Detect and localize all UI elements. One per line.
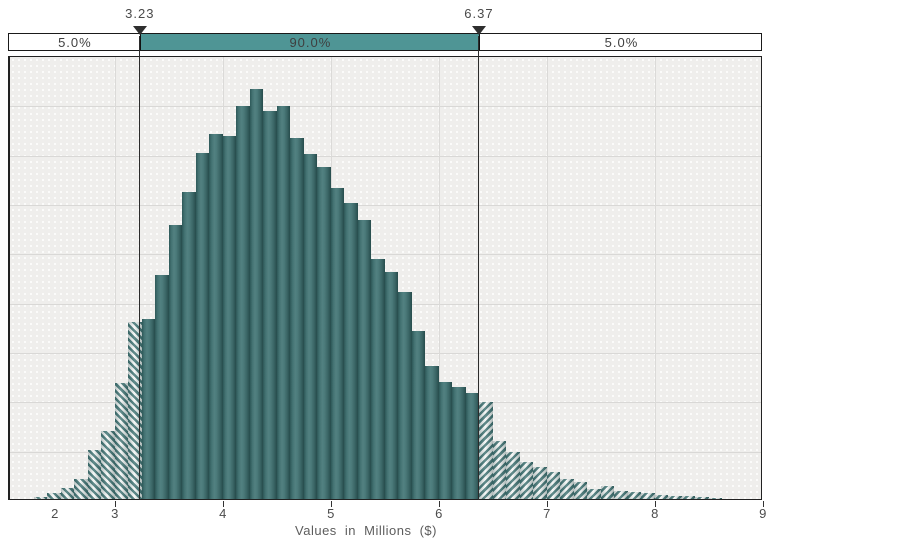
x-axis-tick-label: 6 (435, 506, 443, 521)
probability-right-label: 5.0% (604, 35, 639, 50)
histogram-bar (600, 486, 615, 499)
histogram-bar (249, 89, 264, 499)
delimiter-handle-upper-icon[interactable] (471, 26, 486, 35)
histogram-bar (195, 153, 210, 499)
histogram-bar (627, 492, 642, 499)
histogram-bar (141, 319, 156, 499)
histogram-bar (384, 272, 399, 499)
x-axis-tick (655, 501, 656, 507)
histogram-bar (276, 106, 291, 499)
histogram-bar (425, 366, 439, 499)
histogram-bar (465, 393, 480, 499)
x-axis-tick (223, 501, 224, 507)
x-axis-tick-label: 3 (111, 506, 119, 521)
probability-band: 5.0% 90.0% 5.0% (8, 33, 762, 51)
histogram-bar (398, 292, 412, 499)
histogram-bar (668, 496, 682, 499)
histogram-bar (695, 497, 709, 499)
x-axis-tick-label: 4 (219, 506, 227, 521)
histogram-bar (573, 482, 588, 499)
histogram-bar (452, 387, 466, 499)
delimiter-value-lower: 3.23 (125, 6, 155, 21)
vertical-gridline (547, 57, 548, 499)
histogram-bar (87, 450, 102, 499)
histogram-bar (317, 167, 331, 499)
histogram-bar (330, 188, 345, 499)
histogram-bar (641, 493, 655, 499)
histogram-bar (303, 154, 318, 499)
probability-middle-label: 90.0% (289, 35, 332, 50)
horizontal-gridline (10, 254, 761, 256)
delimiter-handle-lower-icon[interactable] (132, 26, 147, 35)
horizontal-gridline (10, 106, 761, 108)
x-axis-title: Values in Millions ($) (295, 523, 437, 538)
vertical-gridline (439, 57, 440, 499)
histogram-bar (263, 111, 277, 499)
histogram-bar (479, 402, 493, 499)
histogram-bar (654, 495, 669, 499)
histogram-bar (357, 220, 372, 499)
histogram-bar (47, 493, 61, 499)
histogram-bar (371, 259, 385, 499)
histogram-bar (114, 383, 129, 499)
x-axis-tick-label: 5 (327, 506, 335, 521)
x-axis-tick-label: 2 (51, 506, 59, 521)
x-axis-tick-label: 8 (651, 506, 659, 521)
histogram-bar (290, 138, 304, 499)
horizontal-gridline (10, 155, 761, 157)
delimiter-line-lower[interactable] (139, 36, 141, 500)
histogram-bar (33, 497, 48, 499)
histogram-bar (506, 452, 520, 499)
histogram-bar (128, 322, 142, 499)
histogram-bar (344, 203, 358, 499)
histogram-bar (708, 498, 723, 499)
histogram-bar (155, 275, 169, 499)
horizontal-gridline (10, 205, 761, 206)
x-axis-tick-label: 9 (759, 506, 767, 521)
plot-area (8, 56, 762, 500)
delimiter-value-upper: 6.37 (464, 6, 494, 21)
histogram-bar (438, 382, 453, 499)
probability-left-label: 5.0% (58, 35, 92, 50)
histogram-bar (560, 479, 574, 499)
histogram-bar (101, 431, 115, 499)
histogram-bar (168, 225, 183, 499)
histogram-bar (546, 472, 561, 499)
x-axis-tick (547, 501, 548, 507)
histogram-bar (533, 467, 547, 499)
histogram-bar (60, 488, 75, 499)
x-axis-tick-label: 7 (543, 506, 551, 521)
histogram-bar (519, 462, 534, 499)
histogram-bar (614, 491, 628, 499)
histogram-bar (209, 134, 223, 499)
histogram-bar (681, 496, 696, 499)
histogram-bar (587, 489, 601, 499)
histogram-bar (74, 479, 88, 499)
histogram-bar (411, 331, 426, 499)
x-axis-tick (115, 501, 116, 507)
x-axis-tick (439, 501, 440, 507)
histogram-bar (236, 106, 250, 499)
x-axis-tick (763, 501, 764, 507)
histogram-bar (182, 192, 196, 499)
histogram-bar (492, 441, 507, 499)
histogram-bar (222, 136, 237, 499)
x-axis-tick (331, 501, 332, 507)
vertical-gridline (655, 57, 656, 499)
vertical-gridline (115, 57, 116, 499)
delimiter-line-upper[interactable] (478, 36, 480, 500)
